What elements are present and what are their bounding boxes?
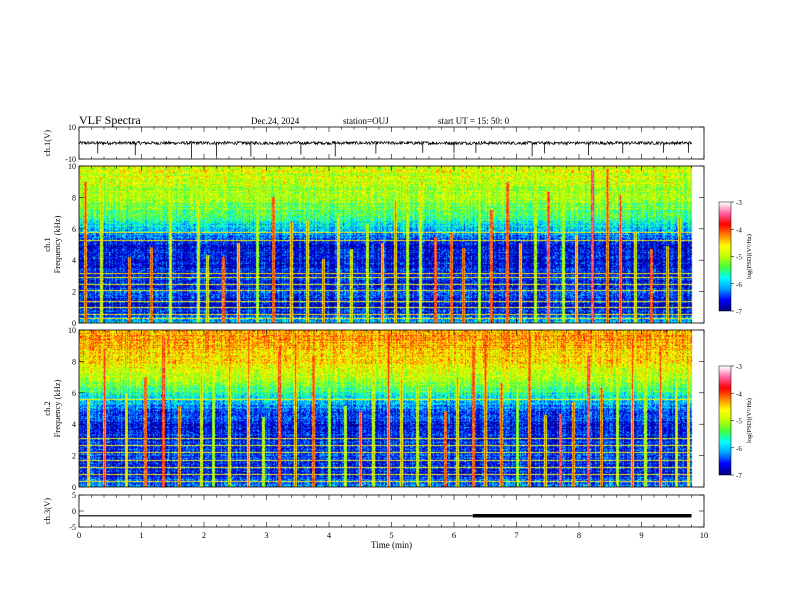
x-tick-label: 10 <box>700 530 709 540</box>
x-tick-label: 1 <box>139 530 143 540</box>
ch1-spec-y-tick-label: 8 <box>72 193 76 202</box>
x-tick-label: 3 <box>264 530 268 540</box>
ch1-spec-y-tick-label: 2 <box>72 288 76 297</box>
colorbar-tick-label: -5 <box>736 254 742 262</box>
colorbar-tick-label: -3 <box>736 363 742 371</box>
ch1-spec-y-tick-label: 0 <box>72 319 76 328</box>
ch2-spec-y-label: ch.2 <box>42 401 52 415</box>
ch2-spec-y-tick-label: 4 <box>72 420 76 429</box>
ch1-spec-y-tick-label: 4 <box>72 256 76 265</box>
x-tick-label: 2 <box>202 530 206 540</box>
ch3-wave-y-tick-label: -5 <box>69 523 76 532</box>
ch1-wave-y-label: ch.1(V) <box>42 130 52 156</box>
ch3-wave-y-label: ch.3(V) <box>42 498 52 524</box>
ch2-spec-y-tick-label: 10 <box>68 326 76 335</box>
colorbar-tick-label: -7 <box>736 472 742 480</box>
date-label: Dec.24, 2024 <box>251 116 300 126</box>
ch1-wave-y-tick-label: 10 <box>68 123 76 132</box>
x-tick-label: 9 <box>639 530 643 540</box>
x-tick-label: 5 <box>389 530 393 540</box>
x-tick-label: 6 <box>452 530 456 540</box>
colorbar-tick-label: -4 <box>736 226 742 234</box>
ch2-spec-y-tick-label: 8 <box>72 357 76 366</box>
ch2-spec-y-tick-label: 0 <box>72 483 76 492</box>
ch1-spec-y-tick-label: 10 <box>68 162 76 171</box>
x-tick-label: 7 <box>514 530 518 540</box>
colorbar-label: log(PSD)(V²/Hz) <box>746 234 753 279</box>
ch1-wave-y-tick-label: -10 <box>65 155 76 164</box>
x-tick-label: 0 <box>77 530 81 540</box>
ch3-wave-y-tick-label: 5 <box>72 491 76 500</box>
colorbar-tick-label: -6 <box>736 445 742 453</box>
ch1-spec-y-label: ch.1 <box>42 237 52 251</box>
colorbar-tick-label: -7 <box>736 308 742 316</box>
ch2-spec-y-tick-label: 6 <box>72 389 76 398</box>
ch2-spec-y-tick-label: 2 <box>72 452 76 461</box>
ch1-spectrogram-colorbar <box>719 202 731 311</box>
ch2-spectrogram-colorbar <box>719 366 731 475</box>
ch1-spectrogram-image <box>79 166 704 323</box>
ch1-spec-y-label: Frequency (kHz) <box>52 215 62 273</box>
colorbar-tick-label: -4 <box>736 390 742 398</box>
x-tick-label: 4 <box>327 530 332 540</box>
colorbar-tick-label: -5 <box>736 418 742 426</box>
x-tick-label: 8 <box>577 530 581 540</box>
colorbar-tick-label: -3 <box>736 199 742 207</box>
ch2-spec-y-label: Frequency (kHz) <box>52 379 62 437</box>
ch3-wave-y-tick-label: 0 <box>72 507 76 516</box>
x-axis-label: Time (min) <box>371 540 412 550</box>
chart-title: VLF Spectra <box>79 113 141 127</box>
colorbar-tick-label: -6 <box>736 281 742 289</box>
ch1-spec-y-tick-label: 6 <box>72 225 76 234</box>
ch1-trace <box>78 140 692 146</box>
colorbar-label: log(PSD)(V²/Hz) <box>746 398 753 443</box>
ch2-spectrogram-image <box>79 330 704 487</box>
start-time-label: start UT = 15: 50: 0 <box>438 116 510 126</box>
station-label: station=OUJ <box>343 116 389 126</box>
